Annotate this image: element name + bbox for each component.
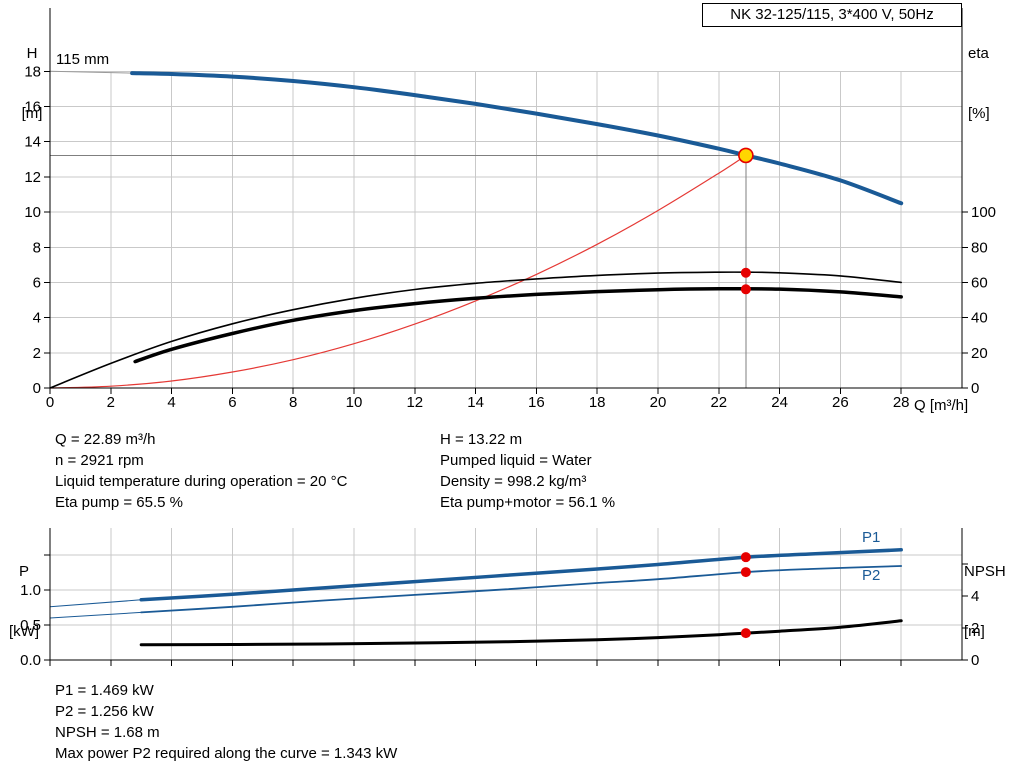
p-axis-unit: [kW] bbox=[9, 623, 39, 640]
svg-text:26: 26 bbox=[832, 394, 849, 411]
info-head: H = 13.22 m bbox=[440, 431, 523, 448]
series-p1-curve bbox=[139, 548, 903, 602]
footer-p2: P2 = 1.256 kW bbox=[55, 703, 154, 720]
gridlines bbox=[50, 70, 962, 388]
npsh-axis-label: NPSH [m] bbox=[964, 522, 1022, 662]
series-eta-pump-motor-curve bbox=[133, 286, 903, 364]
info-eta-pump: Eta pump = 65.5 % bbox=[55, 494, 183, 511]
svg-text:2: 2 bbox=[971, 620, 979, 637]
curve-value-dot bbox=[740, 628, 751, 639]
svg-text:0: 0 bbox=[971, 380, 979, 397]
h-axis-name: H bbox=[26, 45, 38, 62]
info-flow: Q = 22.89 m³/h bbox=[55, 431, 156, 448]
series-p1-curve-lead bbox=[49, 599, 142, 608]
eta-axis-unit: [%] bbox=[968, 105, 990, 122]
gridlines bbox=[50, 528, 962, 660]
svg-text:22: 22 bbox=[710, 394, 727, 411]
h-axis-unit: [m] bbox=[21, 105, 43, 122]
footer-max-p2: Max power P2 required along the curve = … bbox=[55, 745, 398, 762]
series-pump-curve-115mm bbox=[130, 71, 904, 206]
series-pump-curve-lead bbox=[49, 70, 133, 74]
axes bbox=[44, 8, 968, 394]
svg-text:18: 18 bbox=[589, 394, 606, 411]
svg-text:20: 20 bbox=[971, 345, 988, 362]
svg-text:0: 0 bbox=[33, 380, 41, 397]
results-footer: P1 = 1.469 kW P2 = 1.256 kW NPSH = 1.68 … bbox=[55, 680, 397, 764]
svg-text:10: 10 bbox=[24, 204, 41, 221]
footer-npsh: NPSH = 1.68 m bbox=[55, 724, 160, 741]
pump-title-box: NK 32-125/115, 3*400 V, 50Hz bbox=[702, 3, 962, 27]
svg-text:4: 4 bbox=[33, 310, 41, 327]
svg-text:40: 40 bbox=[971, 310, 988, 327]
hq-performance-chart: 0 2 4 6 8 10 12 14 16 18 20 22 24 26 28024681012141618… bbox=[24, 8, 996, 411]
series-eta-pump-curve bbox=[49, 271, 902, 389]
curve-value-dot bbox=[740, 284, 751, 295]
q-axis-label: Q [m³/h] bbox=[914, 397, 969, 414]
series-system-resistance-curve bbox=[49, 154, 747, 389]
svg-text:80: 80 bbox=[971, 239, 988, 256]
svg-text:12: 12 bbox=[24, 169, 41, 186]
duty-info-right-column: H = 13.22 m Pumped liquid = Water Densit… bbox=[440, 429, 615, 513]
svg-text:20: 20 bbox=[650, 394, 667, 411]
svg-text:28: 28 bbox=[893, 394, 910, 411]
npsh-axis-unit: [m] bbox=[964, 623, 985, 640]
curve-value-dot bbox=[740, 552, 751, 563]
svg-text:1.0: 1.0 bbox=[20, 582, 41, 599]
svg-text:0: 0 bbox=[46, 394, 54, 411]
h-axis-label: H [m] bbox=[12, 4, 52, 144]
svg-text:0.5: 0.5 bbox=[20, 617, 41, 634]
info-pumped-liquid: Pumped liquid = Water bbox=[440, 452, 592, 469]
power-npsh-chart: 0.0 0.5 1.0 0 2 4 bbox=[20, 528, 979, 669]
svg-text:60: 60 bbox=[971, 274, 988, 291]
info-speed: n = 2921 rpm bbox=[55, 452, 144, 469]
eta-axis-name: eta bbox=[968, 45, 989, 62]
npsh-axis-name: NPSH bbox=[964, 563, 1006, 580]
series-p2-curve-lead bbox=[49, 611, 142, 619]
info-liquid-temperature: Liquid temperature during operation = 20… bbox=[55, 473, 348, 490]
svg-text:24: 24 bbox=[771, 394, 788, 411]
curve-value-dot bbox=[740, 567, 751, 578]
svg-text:0.0: 0.0 bbox=[20, 652, 41, 669]
svg-text:2: 2 bbox=[33, 345, 41, 362]
svg-text:14: 14 bbox=[467, 394, 484, 411]
svg-text:18: 18 bbox=[24, 63, 41, 80]
svg-text:16: 16 bbox=[528, 394, 545, 411]
tick-labels: 0.0 0.5 1.0 0 2 4 bbox=[20, 582, 979, 669]
svg-text:100: 100 bbox=[971, 204, 996, 221]
svg-text:8: 8 bbox=[289, 394, 297, 411]
info-density: Density = 998.2 kg/m³ bbox=[440, 473, 587, 490]
axes bbox=[44, 528, 968, 666]
svg-text:8: 8 bbox=[33, 239, 41, 256]
svg-text:14: 14 bbox=[24, 134, 41, 151]
duty-info-left-column: Q = 22.89 m³/h n = 2921 rpm Liquid tempe… bbox=[55, 429, 347, 513]
svg-text:10: 10 bbox=[346, 394, 363, 411]
svg-text:6: 6 bbox=[228, 394, 236, 411]
curve-value-dot bbox=[740, 267, 751, 278]
svg-text:4: 4 bbox=[167, 394, 175, 411]
eta-axis-label: eta [%] bbox=[968, 4, 1020, 144]
info-eta-pump-motor: Eta pump+motor = 56.1 % bbox=[440, 494, 616, 511]
impeller-diameter-label: 115 mm bbox=[56, 51, 110, 68]
tick-labels: 0 2 4 6 8 10 12 14 16 18 20 22 24 26 28024681012141618… bbox=[24, 63, 996, 411]
duty-point-marker[interactable] bbox=[738, 147, 754, 164]
svg-text:12: 12 bbox=[406, 394, 423, 411]
series-p2-curve bbox=[140, 565, 903, 614]
series-npsh-curve bbox=[139, 619, 903, 647]
duty-markers bbox=[740, 552, 751, 639]
svg-text:0: 0 bbox=[971, 652, 979, 669]
p-axis-label: P [kW] bbox=[2, 522, 46, 662]
svg-text:2: 2 bbox=[107, 394, 115, 411]
svg-text:6: 6 bbox=[33, 274, 41, 291]
p-axis-name: P bbox=[18, 563, 29, 580]
svg-text:4: 4 bbox=[971, 588, 979, 605]
footer-p1: P1 = 1.469 kW bbox=[55, 682, 154, 699]
p2-curve-label: P2 bbox=[862, 567, 881, 584]
duty-markers bbox=[738, 147, 754, 295]
p1-curve-label: P1 bbox=[862, 529, 881, 546]
svg-text:16: 16 bbox=[24, 99, 41, 116]
